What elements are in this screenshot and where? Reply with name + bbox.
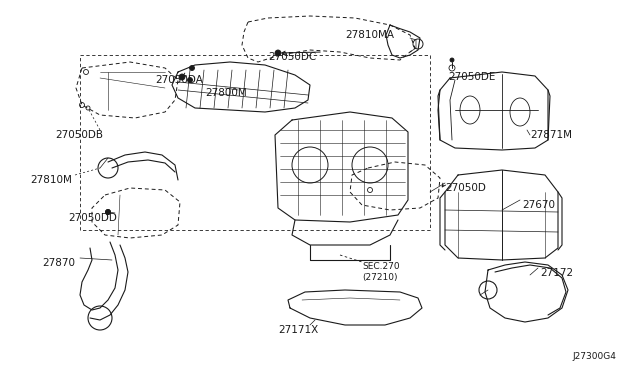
Text: 27871M: 27871M — [530, 130, 572, 140]
Text: (27210): (27210) — [362, 273, 397, 282]
Text: 27050D: 27050D — [445, 183, 486, 193]
Text: 27050DA: 27050DA — [155, 75, 203, 85]
Circle shape — [189, 65, 195, 71]
Text: SEC.270: SEC.270 — [362, 262, 399, 271]
Text: 27050DC: 27050DC — [268, 52, 316, 62]
Text: 27810M: 27810M — [30, 175, 72, 185]
Circle shape — [450, 58, 454, 62]
Text: 27050DE: 27050DE — [448, 72, 495, 82]
Text: 27050DB: 27050DB — [55, 130, 103, 140]
Text: 27172: 27172 — [540, 268, 573, 278]
Text: J27300G4: J27300G4 — [572, 352, 616, 361]
Text: 27050DD: 27050DD — [68, 213, 117, 223]
Text: 27171X: 27171X — [278, 325, 318, 335]
Text: 27670: 27670 — [522, 200, 555, 210]
Circle shape — [275, 50, 281, 56]
Circle shape — [188, 77, 193, 83]
Circle shape — [179, 74, 185, 80]
Circle shape — [106, 209, 111, 215]
Text: 27870: 27870 — [42, 258, 75, 268]
Text: 27800M: 27800M — [205, 88, 247, 98]
Text: 27810MA: 27810MA — [345, 30, 394, 40]
